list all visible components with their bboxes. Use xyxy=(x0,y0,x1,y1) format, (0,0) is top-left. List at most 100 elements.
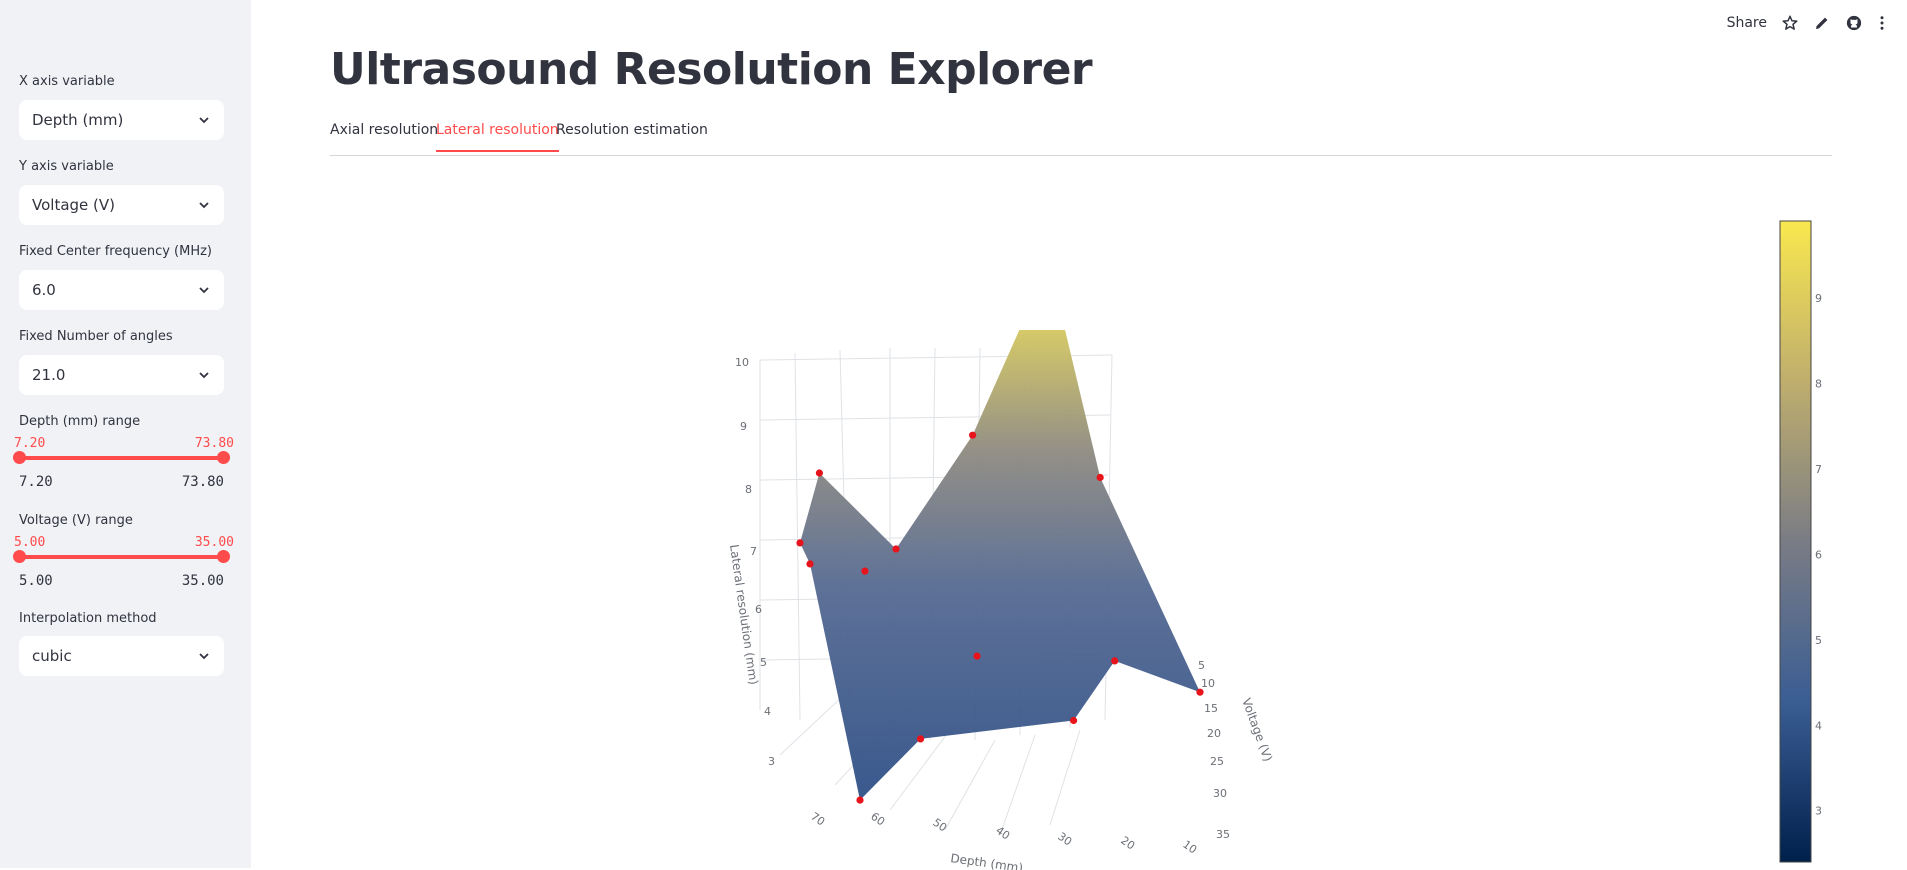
resolution-surface xyxy=(800,330,1200,801)
z-ticks: 10 9 8 7 6 5 4 3 xyxy=(735,356,775,768)
edit-pencil-icon[interactable] xyxy=(1813,14,1831,32)
depth-range-slider[interactable]: 7.20 73.80 7.20 73.80 xyxy=(13,436,234,496)
depth-range-low-value: 7.20 xyxy=(14,436,46,451)
y-ticks: 5 10 15 20 25 30 35 xyxy=(1198,659,1230,841)
depth-range-high-thumb[interactable] xyxy=(217,451,230,464)
chevron-down-icon xyxy=(199,117,209,124)
voltage-range-min: 5.00 xyxy=(19,573,53,589)
depth-range-low-thumb[interactable] xyxy=(13,451,26,464)
fixed-angles-label: Fixed Number of angles xyxy=(19,329,173,344)
y-axis-title: Voltage (V) xyxy=(1239,696,1275,763)
y-axis-label: Y axis variable xyxy=(19,159,114,174)
voltage-range-max: 35.00 xyxy=(181,573,224,589)
colorbar-gradient xyxy=(1779,220,1812,863)
y-tick: 25 xyxy=(1210,755,1224,768)
sample-point[interactable] xyxy=(856,796,864,804)
colorbar-ticks: 9 8 7 6 5 4 3 xyxy=(1815,292,1822,818)
sample-point[interactable] xyxy=(861,567,869,575)
z-tick: 8 xyxy=(745,483,752,496)
x-axis-title: Depth (mm) xyxy=(950,851,1024,870)
top-toolbar: Share xyxy=(1727,14,1887,32)
sample-point[interactable] xyxy=(973,652,981,660)
depth-range-track xyxy=(19,456,224,460)
colorbar: 9 8 7 6 5 4 3 xyxy=(1779,220,1822,863)
sample-point[interactable] xyxy=(916,735,925,743)
x-tick: 20 xyxy=(1118,834,1137,853)
fixed-angles-select[interactable]: 21.0 xyxy=(19,355,224,395)
sample-point[interactable] xyxy=(796,539,804,547)
x-tick: 50 xyxy=(930,816,949,835)
x-axis-value: Depth (mm) xyxy=(32,111,124,129)
interpolation-value: cubic xyxy=(32,647,72,665)
y-tick: 10 xyxy=(1201,677,1215,690)
sample-point[interactable] xyxy=(1196,688,1204,696)
tab-resolution-estimation[interactable]: Resolution estimation xyxy=(556,122,708,138)
voltage-range-high-value: 35.00 xyxy=(194,535,234,550)
fixed-frequency-label: Fixed Center frequency (MHz) xyxy=(19,244,213,259)
github-icon[interactable] xyxy=(1845,14,1863,32)
surface-plot[interactable]: 10 9 8 7 6 5 4 3 Lateral resolution (mm)… xyxy=(700,330,1300,870)
depth-range-label: Depth (mm) range xyxy=(19,414,141,429)
sidebar: X axis variable Depth (mm) Y axis variab… xyxy=(0,0,251,868)
y-axis-value: Voltage (V) xyxy=(32,196,115,214)
more-menu-icon[interactable] xyxy=(1877,14,1887,32)
chevron-down-icon xyxy=(199,287,209,294)
sample-point[interactable] xyxy=(969,431,977,439)
sample-point[interactable] xyxy=(1111,657,1119,665)
x-ticks: 70 60 50 40 30 20 10 xyxy=(808,810,1199,857)
colorbar-tick: 3 xyxy=(1815,805,1822,818)
y-tick: 20 xyxy=(1207,727,1221,740)
voltage-range-track xyxy=(19,555,224,559)
voltage-range-low-value: 5.00 xyxy=(14,535,46,550)
y-tick: 5 xyxy=(1198,659,1205,672)
z-tick: 4 xyxy=(764,705,771,718)
share-button[interactable]: Share xyxy=(1726,15,1767,31)
x-tick: 30 xyxy=(1055,830,1074,849)
sample-point[interactable] xyxy=(1070,716,1078,725)
x-tick: 60 xyxy=(868,810,887,829)
z-tick: 6 xyxy=(755,603,762,616)
sample-points xyxy=(796,431,1204,804)
colorbar-tick: 8 xyxy=(1815,377,1822,390)
colorbar-tick: 5 xyxy=(1815,634,1822,647)
voltage-range-high-thumb[interactable] xyxy=(217,550,230,563)
interpolation-select[interactable]: cubic xyxy=(19,636,224,676)
colorbar-tick: 7 xyxy=(1815,463,1822,476)
z-tick: 3 xyxy=(768,755,775,768)
star-icon[interactable] xyxy=(1781,14,1799,32)
sample-point[interactable] xyxy=(806,560,814,568)
x-axis-label: X axis variable xyxy=(19,74,115,89)
colorbar-tick: 9 xyxy=(1815,292,1822,305)
interpolation-label: Interpolation method xyxy=(19,611,157,626)
voltage-range-low-thumb[interactable] xyxy=(13,550,26,563)
fixed-frequency-select[interactable]: 6.0 xyxy=(19,270,224,310)
sample-point[interactable] xyxy=(815,469,823,477)
colorbar-tick: 4 xyxy=(1815,719,1822,732)
sample-point[interactable] xyxy=(1096,473,1104,482)
chevron-down-icon xyxy=(199,372,209,379)
colorbar-tick: 6 xyxy=(1815,548,1822,561)
voltage-range-slider[interactable]: 5.00 35.00 5.00 35.00 xyxy=(13,535,234,595)
x-axis-select[interactable]: Depth (mm) xyxy=(19,100,224,140)
z-tick: 9 xyxy=(740,420,747,433)
z-tick: 7 xyxy=(750,545,757,558)
y-tick: 15 xyxy=(1204,702,1218,715)
tab-bar: Axial resolution Lateral resolution Reso… xyxy=(330,118,1832,156)
voltage-range-label: Voltage (V) range xyxy=(19,513,133,528)
tab-lateral-resolution[interactable]: Lateral resolution xyxy=(436,122,559,152)
z-tick: 10 xyxy=(735,356,749,369)
fixed-angles-value: 21.0 xyxy=(32,366,66,384)
fixed-frequency-value: 6.0 xyxy=(32,281,56,299)
chevron-down-icon xyxy=(199,202,209,209)
depth-range-high-value: 73.80 xyxy=(194,436,234,451)
y-axis-select[interactable]: Voltage (V) xyxy=(19,185,224,225)
x-tick: 10 xyxy=(1180,838,1199,857)
tab-axial-resolution[interactable]: Axial resolution xyxy=(330,122,439,138)
depth-range-max: 73.80 xyxy=(181,474,224,490)
z-tick: 5 xyxy=(760,656,767,669)
y-tick: 35 xyxy=(1216,828,1230,841)
x-tick: 70 xyxy=(808,810,827,829)
depth-range-min: 7.20 xyxy=(19,474,53,490)
sample-point[interactable] xyxy=(892,545,900,553)
x-tick: 40 xyxy=(993,824,1012,843)
